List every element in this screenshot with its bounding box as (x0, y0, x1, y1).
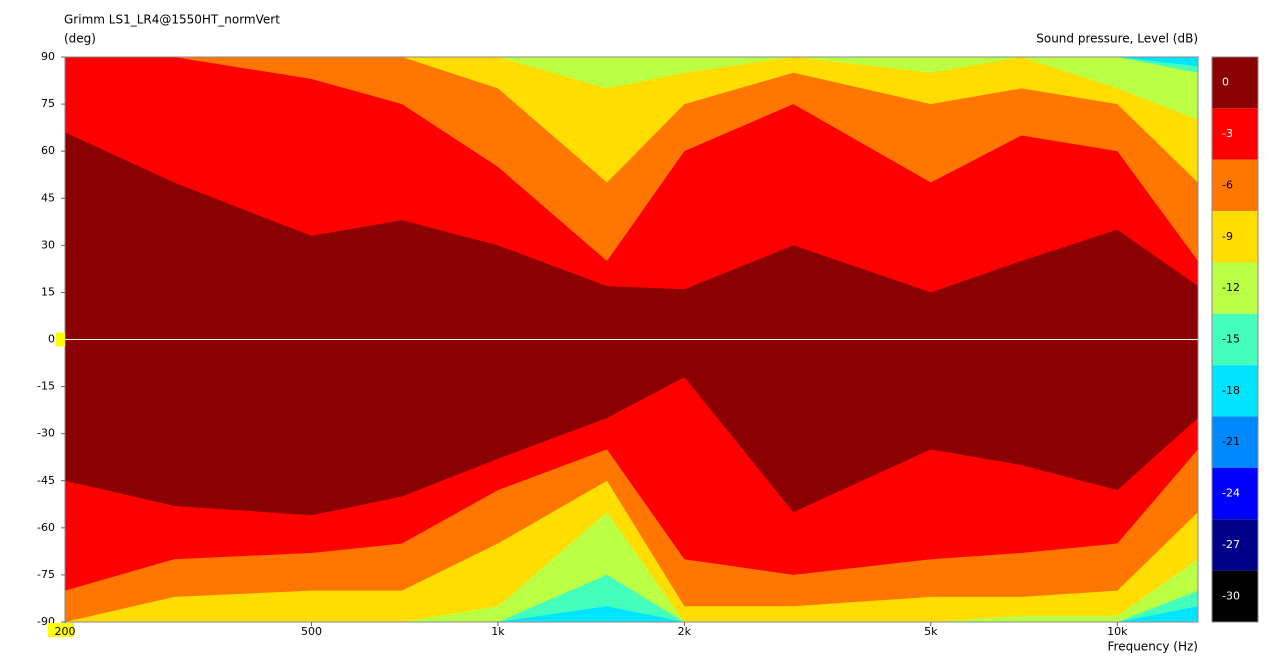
contour-band (65, 132, 1198, 516)
colorbar-swatch (1212, 519, 1258, 571)
colorbar-swatch (1212, 159, 1258, 212)
colorbar-label: -21 (1222, 435, 1240, 448)
y-tick-label: -15 (37, 380, 55, 393)
colorbar-label: -15 (1222, 333, 1240, 346)
colorbar-label: -9 (1222, 230, 1233, 243)
x-tick-label: 2k (678, 625, 692, 638)
colorbar-label: Sound pressure, Level (dB) (1036, 32, 1198, 46)
colorbar-swatch (1212, 313, 1258, 366)
x-tick-label: 200 (55, 625, 76, 638)
y-tick-label: -60 (37, 521, 55, 534)
colorbar-swatch (1212, 467, 1258, 520)
y-tick-highlight (56, 332, 65, 347)
colorbar-swatch (1212, 416, 1258, 468)
colorbar-label: -24 (1222, 487, 1240, 500)
colorbar-label: -27 (1222, 538, 1240, 551)
colorbar-label: -6 (1222, 178, 1233, 191)
colorbar-label: -12 (1222, 281, 1240, 294)
x-tick-label: 10k (1107, 625, 1128, 638)
colorbar-label: -18 (1222, 384, 1240, 397)
colorbar-swatch (1212, 211, 1258, 263)
y-tick-label: 75 (41, 97, 55, 110)
x-tick-label: 1k (491, 625, 505, 638)
y-axis-label: (deg) (64, 32, 96, 46)
y-tick-label: -75 (37, 568, 55, 581)
chart-title: Grimm LS1_LR4@1550HT_normVert (64, 13, 280, 27)
x-axis-label: Frequency (Hz) (1108, 640, 1199, 654)
colorbar-label: 0 (1222, 76, 1229, 89)
colorbar-swatch (1212, 365, 1258, 417)
y-tick-label: 60 (41, 144, 55, 157)
colorbar-swatch (1212, 57, 1258, 109)
x-tick-label: 5k (924, 625, 938, 638)
colorbar-label: -3 (1222, 127, 1233, 140)
y-tick-label: 45 (41, 191, 55, 204)
y-tick-label: 0 (48, 333, 55, 346)
y-tick-label: 15 (41, 285, 55, 298)
colorbar-swatch (1212, 108, 1258, 160)
colorbar-label: -30 (1222, 589, 1240, 602)
y-tick-label: 30 (41, 238, 55, 251)
y-tick-label: -45 (37, 474, 55, 487)
colorbar-swatch (1212, 262, 1258, 314)
y-tick-label: -30 (37, 427, 55, 440)
y-tick-label: 90 (41, 50, 55, 63)
x-tick-label: 500 (301, 625, 322, 638)
x-tick-highlight (48, 623, 74, 637)
colorbar-swatch (1212, 570, 1258, 622)
colorbar-frame (1211, 56, 1259, 623)
